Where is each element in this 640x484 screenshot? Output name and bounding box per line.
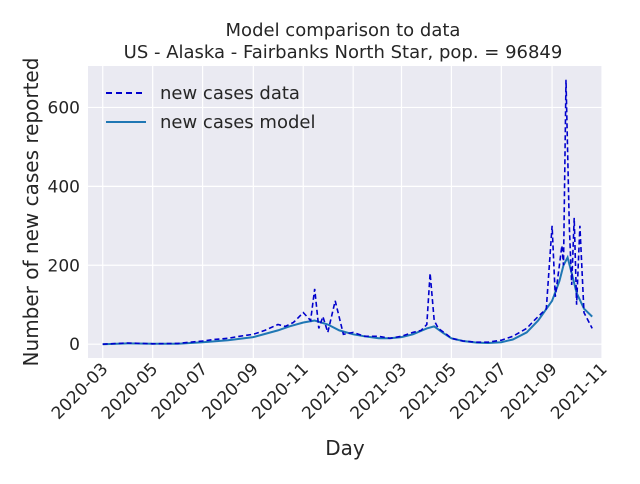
y-tick-labels: 0 200 400 600: [48, 98, 80, 355]
y-tick-label: 600: [48, 98, 80, 118]
y-tick-label: 200: [48, 256, 80, 276]
series-line-data: [102, 79, 593, 345]
chart-subtitle: US - Alaska - Fairbanks North Star, pop.…: [124, 42, 563, 63]
plot-background: [88, 66, 602, 358]
x-tick-labels: 2020-032020-052020-072020-092020-112021-…: [48, 359, 612, 423]
y-axis-label: Number of new cases reported: [19, 58, 43, 367]
data-layer: [102, 79, 593, 345]
y-tick-label: 0: [69, 335, 80, 355]
x-axis-label: Day: [325, 436, 365, 460]
legend-label-model: new cases model: [160, 112, 315, 133]
legend-label-data: new cases data: [160, 83, 300, 104]
legend: new cases data new cases model: [106, 83, 315, 133]
y-tick-label: 400: [48, 177, 80, 197]
chart-title: Model comparison to data: [226, 20, 461, 41]
